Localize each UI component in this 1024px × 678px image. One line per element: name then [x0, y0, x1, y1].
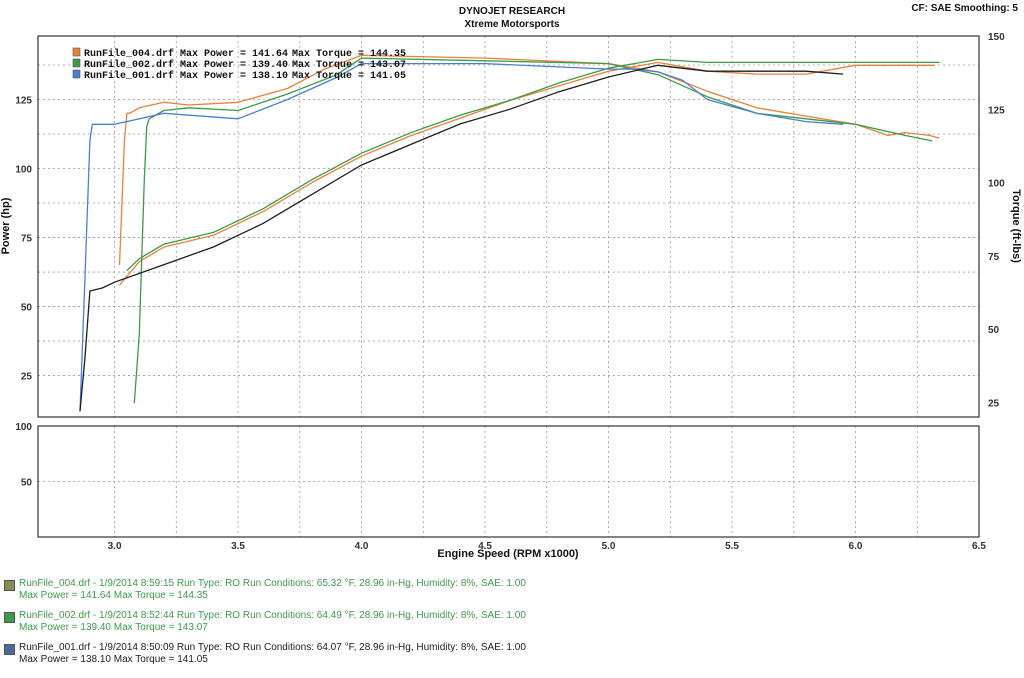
legend-run-label: RunFile_002.drf Max Power = 139.40 — [84, 59, 288, 71]
run-info-conditions: RunFile_002.drf - 1/9/2014 8:52:44 Run T… — [19, 610, 526, 621]
upper-plot-frame — [37, 35, 980, 418]
run-info-max-values: Max Power = 138.10 Max Torque = 141.05 — [19, 654, 208, 665]
y-tick-label-left: 75 — [21, 234, 33, 245]
tick-labels: 3.0 3.5 4.0 4.5 5.0 5.5 6.0 6.5 25 50 75 100 125 25 50… — [15, 32, 1005, 552]
y-tick-label-right: 100 — [988, 179, 1005, 190]
run-info-row: RunFile_004.drf - 1/9/2014 8:59:15 Run T… — [4, 578, 1014, 610]
lower-plot-frame — [37, 425, 980, 538]
run-info-max-values: Max Power = 139.40 Max Torque = 143.07 — [19, 622, 208, 633]
series-line-runfile-001-drf-power — [79, 62, 844, 412]
x-tick-label: 6.0 — [849, 541, 863, 552]
y-tick-label-left: 100 — [15, 165, 32, 176]
x-tick-label: 6.5 — [972, 541, 986, 552]
series-line-runfile-002-drf-power — [133, 57, 933, 404]
legend-swatch — [72, 69, 81, 79]
y-tick-label-left: 125 — [15, 96, 32, 107]
lower-y-tick-label: 100 — [15, 422, 32, 433]
series-line-runfile-004-drf-torque — [119, 61, 935, 286]
run-info-list: RunFile_004.drf - 1/9/2014 8:59:15 Run T… — [4, 578, 1014, 674]
x-tick-label: 3.0 — [108, 541, 122, 552]
lower-grid — [38, 426, 979, 537]
correction-factor-info: CF: SAE Smoothing: 5 — [911, 3, 1018, 14]
series-line-runfile-001-drf-torque — [79, 64, 844, 412]
y-axis-label-right: Torque (ft-lbs) — [1010, 189, 1022, 263]
legend-run-label: RunFile_001.drf Max Power = 138.10 — [84, 70, 288, 82]
x-tick-label: 4.0 — [355, 541, 369, 552]
y-tick-label-left: 25 — [21, 372, 33, 383]
y-tick-label-right: 150 — [988, 32, 1005, 43]
legend: RunFile_004.drf Max Power = 141.64 Max To… — [72, 47, 406, 82]
series-line-runfile-002-drf-torque — [126, 58, 940, 271]
run-color-swatch — [4, 644, 15, 655]
run-info-row: RunFile_002.drf - 1/9/2014 8:52:44 Run T… — [4, 610, 1014, 642]
y-tick-label-right: 25 — [988, 398, 1000, 409]
chart-title: DYNOJET RESEARCH — [458, 6, 566, 17]
legend-run-label: RunFile_004.drf Max Power = 141.64 — [84, 48, 288, 60]
run-info-conditions: RunFile_001.drf - 1/9/2014 8:50:09 Run T… — [19, 642, 526, 653]
chart-subtitle: Xtreme Motorsports — [464, 19, 560, 30]
legend-swatch — [72, 47, 81, 57]
y-tick-label-left: 50 — [21, 303, 33, 314]
lower-y-tick-label: 50 — [21, 478, 33, 489]
y-axis-label-left: Power (hp) — [0, 197, 12, 254]
upper-grid — [38, 36, 979, 417]
x-tick-label: 5.0 — [602, 541, 616, 552]
y-tick-label-right: 125 — [988, 105, 1005, 116]
x-tick-label: 3.5 — [231, 541, 245, 552]
legend-max-torque: Max Torque = 144.35 — [292, 49, 406, 60]
x-axis-label: Engine Speed (RPM x1000) — [437, 548, 579, 560]
legend-swatch — [72, 58, 81, 68]
run-info-row: RunFile_001.drf - 1/9/2014 8:50:09 Run T… — [4, 642, 1014, 674]
run-color-swatch — [4, 580, 15, 591]
run-color-swatch — [4, 612, 15, 623]
y-tick-label-right: 75 — [988, 252, 1000, 263]
run-info-conditions: RunFile_004.drf - 1/9/2014 8:59:15 Run T… — [19, 578, 526, 589]
run-info-max-values: Max Power = 141.64 Max Torque = 144.35 — [19, 590, 208, 601]
series-layer — [79, 54, 940, 412]
x-tick-label: 4.5 — [478, 541, 492, 552]
legend-max-torque: Max Torque = 141.05 — [292, 71, 406, 82]
y-tick-label-right: 50 — [988, 325, 1000, 336]
series-line-runfile-004-drf-power — [118, 54, 940, 266]
x-tick-label: 5.5 — [725, 541, 739, 552]
legend-max-torque: Max Torque = 143.07 — [292, 60, 406, 71]
